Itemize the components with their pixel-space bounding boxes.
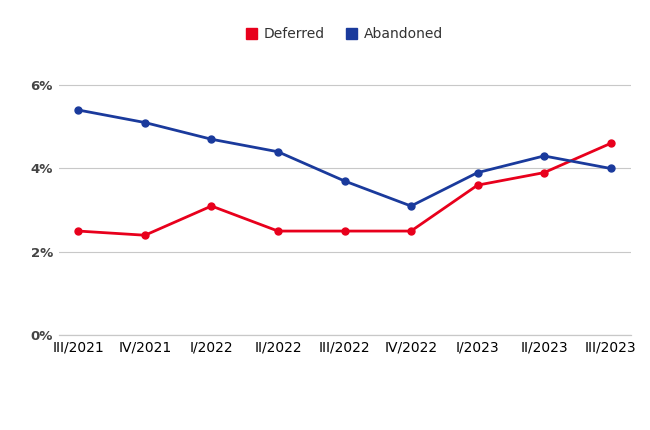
Deferred xyxy=(606,141,614,146)
Abandoned xyxy=(75,108,83,113)
Line: Abandoned: Abandoned xyxy=(75,107,614,209)
Abandoned xyxy=(606,166,614,171)
Abandoned xyxy=(341,178,348,184)
Deferred xyxy=(75,228,83,233)
Abandoned xyxy=(540,154,548,159)
Line: Deferred: Deferred xyxy=(75,140,614,239)
Deferred xyxy=(540,170,548,175)
Deferred xyxy=(341,228,348,233)
Deferred xyxy=(207,203,215,209)
Abandoned xyxy=(274,149,282,154)
Deferred xyxy=(274,228,282,233)
Abandoned xyxy=(474,170,482,175)
Deferred xyxy=(141,233,149,238)
Abandoned xyxy=(207,137,215,142)
Abandoned xyxy=(141,120,149,125)
Deferred xyxy=(407,228,415,233)
Legend: Deferred, Abandoned: Deferred, Abandoned xyxy=(240,22,448,47)
Abandoned xyxy=(407,203,415,209)
Deferred xyxy=(474,183,482,188)
